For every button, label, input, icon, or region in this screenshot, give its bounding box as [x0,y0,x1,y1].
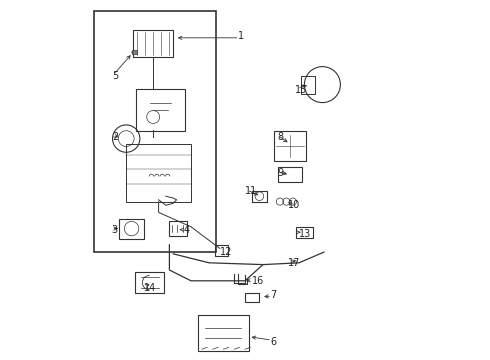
Bar [132,50,137,54]
Bar [126,144,191,202]
Text: 15: 15 [295,85,308,95]
Bar [252,191,267,202]
Bar [135,272,164,293]
Text: 10: 10 [288,200,300,210]
Text: 17: 17 [288,258,300,268]
Bar [278,167,302,182]
Text: 2: 2 [112,132,118,142]
Bar [170,221,187,236]
Bar [215,245,228,256]
Bar [198,315,248,351]
Text: 5: 5 [112,71,118,81]
Text: 9: 9 [277,168,284,178]
Text: 11: 11 [245,186,257,196]
Bar [133,30,173,57]
Bar [94,11,216,252]
Text: 8: 8 [277,132,284,142]
Bar [119,219,144,239]
Text: 14: 14 [144,283,156,293]
Text: 13: 13 [299,229,311,239]
Bar [245,292,259,302]
Text: 12: 12 [220,247,232,257]
Text: 1: 1 [238,31,244,41]
Bar [136,89,185,131]
Bar [274,131,306,161]
Bar [301,76,315,94]
Text: 7: 7 [270,290,276,300]
Text: 16: 16 [252,276,265,286]
Text: 4: 4 [184,225,190,235]
Bar [296,227,313,238]
Text: 3: 3 [112,225,118,235]
Text: 6: 6 [270,337,276,347]
